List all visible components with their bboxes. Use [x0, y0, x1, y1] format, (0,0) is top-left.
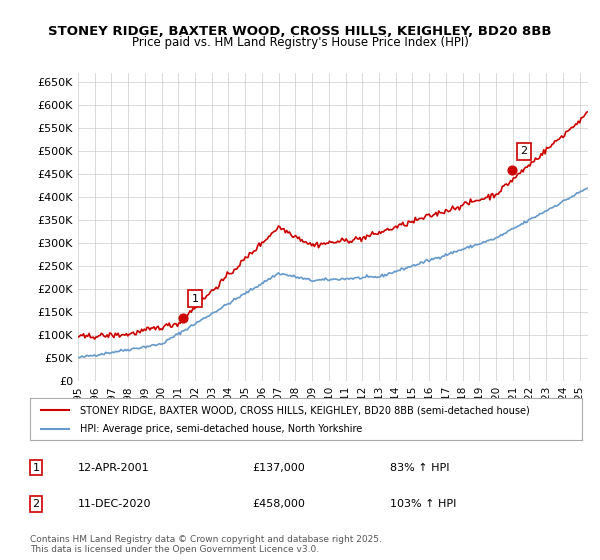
Text: 1: 1	[191, 294, 199, 304]
Text: 103% ↑ HPI: 103% ↑ HPI	[390, 499, 457, 509]
Text: Contains HM Land Registry data © Crown copyright and database right 2025.
This d: Contains HM Land Registry data © Crown c…	[30, 535, 382, 554]
Point	[507, 166, 517, 175]
Text: Price paid vs. HM Land Registry's House Price Index (HPI): Price paid vs. HM Land Registry's House …	[131, 36, 469, 49]
Text: 12-APR-2001: 12-APR-2001	[78, 463, 149, 473]
Text: 2: 2	[32, 499, 40, 509]
Text: £137,000: £137,000	[252, 463, 305, 473]
Text: £458,000: £458,000	[252, 499, 305, 509]
Text: 2: 2	[520, 146, 527, 156]
Point	[178, 314, 188, 323]
Text: STONEY RIDGE, BAXTER WOOD, CROSS HILLS, KEIGHLEY, BD20 8BB (semi-detached house): STONEY RIDGE, BAXTER WOOD, CROSS HILLS, …	[80, 405, 529, 415]
Text: 83% ↑ HPI: 83% ↑ HPI	[390, 463, 449, 473]
Text: 1: 1	[32, 463, 40, 473]
Text: HPI: Average price, semi-detached house, North Yorkshire: HPI: Average price, semi-detached house,…	[80, 424, 362, 434]
Text: 11-DEC-2020: 11-DEC-2020	[78, 499, 151, 509]
Text: STONEY RIDGE, BAXTER WOOD, CROSS HILLS, KEIGHLEY, BD20 8BB: STONEY RIDGE, BAXTER WOOD, CROSS HILLS, …	[48, 25, 552, 38]
